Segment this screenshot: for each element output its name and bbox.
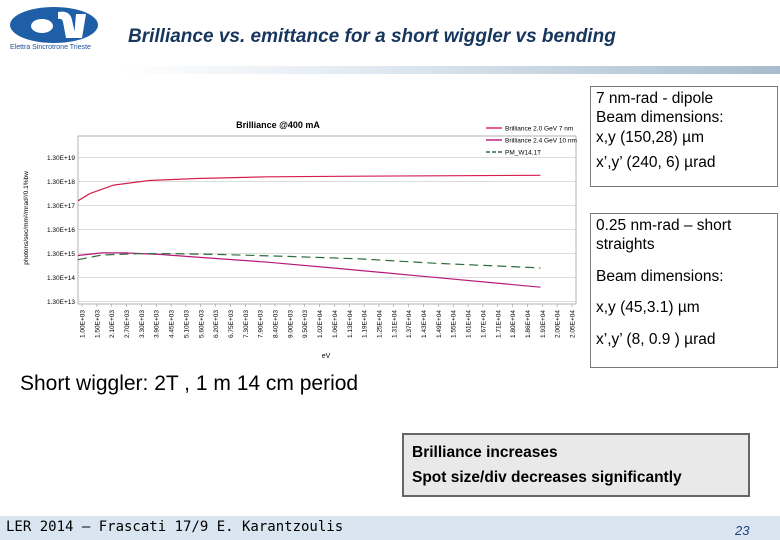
x-tick-label: 1.13E+04 — [347, 310, 354, 338]
x-tick-label: 1.86E+04 — [525, 310, 532, 338]
x-tick-label: 7.30E+03 — [243, 310, 250, 338]
x-tick-label: 1.37E+04 — [406, 310, 413, 338]
slide-title: Brilliance vs. emittance for a short wig… — [128, 26, 616, 47]
y-tick-labels: 1.30E+13 1.30E+14 1.30E+15 1.30E+16 1.30E+17… — [47, 155, 75, 306]
elettra-logo — [6, 4, 102, 60]
x-tick-label: 9.50E+03 — [302, 310, 309, 338]
short-straight-info-box: 0.25 nm-rad – short straights Beam dimen… — [590, 213, 778, 368]
dipole-beam-dimensions-label: Beam dimensions: — [596, 109, 724, 127]
x-tick-label: 1.55E+04 — [451, 310, 458, 338]
conclusion-box: Brilliance increases Spot size/div decre… — [402, 433, 750, 497]
conclusion-line-brilliance: Brilliance increases — [412, 444, 558, 461]
y-tick-label: 1.30E+13 — [47, 299, 75, 306]
series-line-2 — [77, 252, 541, 288]
logo-text: Elettra Sincrotrone Trieste — [10, 44, 91, 51]
chart-svg: 1.30E+13 1.30E+14 1.30E+15 1.30E+16 1.30E+17… — [23, 120, 577, 360]
x-tick-label: 1.00E+03 — [80, 310, 87, 338]
short-straight-beam-divergence: x’,y’ (8, 0.9 ) µrad — [596, 330, 716, 348]
x-tick-label: 2.05E+04 — [570, 310, 577, 338]
dipole-info-box: 7 nm-rad - dipole Beam dimensions: x,y (… — [590, 86, 778, 187]
legend-label: PM_W14.1T — [505, 150, 541, 157]
y-axis-label: photons/sec/mm²/mrad²/0.1%bw — [23, 171, 30, 265]
legend: Brilliance 2.0 GeV 7 nm Brilliance 2.4 Ge… — [486, 126, 577, 157]
short-straight-emittance: 0.25 nm-rad – short — [596, 217, 732, 234]
x-tick-label: 3.90E+03 — [154, 310, 161, 338]
x-tick-label: 2.00E+04 — [555, 310, 562, 338]
x-tick-label: 1.93E+04 — [540, 310, 547, 338]
x-tick-label: 1.61E+04 — [466, 310, 473, 338]
x-tick-label: 6.75E+03 — [228, 310, 235, 338]
x-tick-label: 1.43E+04 — [421, 310, 428, 338]
brilliance-chart: 1.30E+13 1.30E+14 1.30E+15 1.30E+16 1.30E+17… — [16, 108, 582, 362]
x-tick-label: 9.00E+03 — [287, 310, 294, 338]
x-tick-label: 5.10E+03 — [183, 310, 190, 338]
x-tick-label: 1.19E+04 — [362, 310, 369, 338]
x-tick-label: 1.49E+04 — [436, 310, 443, 338]
y-tick-label: 1.30E+18 — [47, 179, 75, 186]
plot-area — [77, 135, 577, 305]
x-tick-label: 1.50E+03 — [94, 310, 101, 338]
dipole-beam-size: x,y (150,28) µm — [596, 128, 704, 146]
x-tick-label: 1.67E+04 — [480, 310, 487, 338]
series-line-1 — [77, 174, 541, 202]
short-straight-label: straights — [596, 236, 655, 254]
short-straight-beam-size: x,y (45,3.1) µm — [596, 299, 700, 317]
footer-bar — [0, 516, 780, 540]
dipole-emittance: 7 nm-rad - dipole — [596, 90, 714, 107]
y-tick-label: 1.30E+14 — [47, 275, 75, 282]
title-underline-bar — [120, 66, 780, 74]
x-tick-label: 2.10E+03 — [109, 310, 116, 338]
x-tick-label: 4.45E+03 — [169, 310, 176, 338]
y-tick-label: 1.30E+17 — [47, 203, 75, 210]
short-wiggler-note: Short wiggler: 2T , 1 m 14 cm period — [20, 372, 359, 395]
x-tick-label: 1.25E+04 — [376, 310, 383, 338]
legend-label: Brilliance 2.0 GeV 7 nm — [505, 126, 573, 133]
x-tick-label: 1.02E+04 — [317, 310, 324, 338]
short-straight-beam-dimensions-label: Beam dimensions: — [596, 267, 724, 285]
x-axis-label: eV — [322, 353, 331, 360]
y-tick-label: 1.30E+19 — [47, 155, 75, 162]
x-tick-label: 6.20E+03 — [213, 310, 220, 338]
grid-lines — [78, 156, 576, 302]
x-tick-label: 7.90E+03 — [258, 310, 265, 338]
x-tick-labels: 1.00E+03 1.50E+03 2.10E+03 2.70E+03 3.30E+03… — [80, 304, 577, 338]
page-number: 23 — [735, 523, 750, 538]
x-tick-label: 1.71E+04 — [495, 310, 502, 338]
series-lines — [77, 174, 541, 288]
y-tick-label: 1.30E+16 — [47, 227, 75, 234]
dipole-beam-divergence: x’,y’ (240, 6) µrad — [596, 154, 716, 172]
x-tick-label: 5.60E+03 — [198, 310, 205, 338]
y-tick-label: 1.30E+15 — [47, 251, 75, 258]
x-tick-label: 1.31E+04 — [391, 310, 398, 338]
x-tick-label: 2.70E+03 — [124, 310, 131, 338]
x-tick-label: 1.06E+04 — [332, 310, 339, 338]
x-tick-label: 3.30E+03 — [139, 310, 146, 338]
footer-text: LER 2014 – Frascati 17/9 E. Karantzoulis — [6, 519, 344, 535]
x-tick-label: 1.80E+04 — [510, 310, 517, 338]
legend-label: Brilliance 2.4 GeV 10 nm — [505, 138, 577, 145]
chart-title: Brilliance @400 mA — [236, 120, 320, 130]
conclusion-line-spot-size: Spot size/div decreases significantly — [412, 468, 682, 486]
x-tick-label: 8.40E+03 — [273, 310, 280, 338]
series-line-3 — [77, 253, 541, 269]
